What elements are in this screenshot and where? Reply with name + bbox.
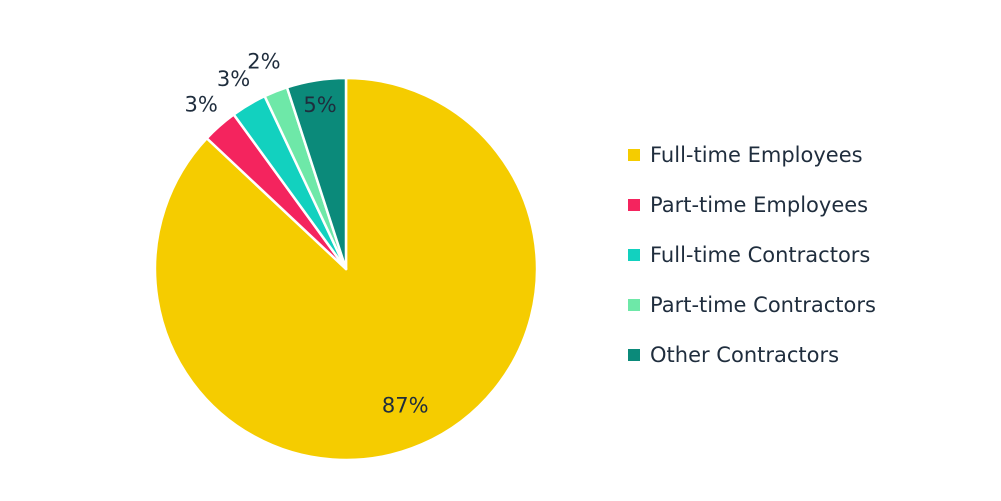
legend-item-part-time-employees: Part-time Employees (628, 193, 868, 217)
legend-label: Part-time Contractors (650, 293, 876, 317)
legend-label: Other Contractors (650, 343, 839, 367)
data-label-part-time-contractors: 2% (247, 50, 280, 74)
legend-item-full-time-employees: Full-time Employees (628, 143, 863, 167)
legend-label: Full-time Contractors (650, 243, 870, 267)
legend: Full-time Employees Part-time Employees Fu… (628, 143, 876, 367)
pie-data-labels: 87%3%3%2%5% (185, 50, 429, 418)
legend-swatch (628, 249, 640, 261)
legend-swatch (628, 349, 640, 361)
data-label-full-time-employees: 87% (382, 394, 429, 418)
legend-swatch (628, 299, 640, 311)
legend-item-full-time-contractors: Full-time Contractors (628, 243, 870, 267)
legend-item-part-time-contractors: Part-time Contractors (628, 293, 876, 317)
data-label-part-time-employees: 3% (185, 93, 218, 117)
legend-label: Part-time Employees (650, 193, 868, 217)
legend-item-other-contractors: Other Contractors (628, 343, 839, 367)
legend-swatch (628, 199, 640, 211)
pie-slice-other-contractors (285, 76, 348, 271)
data-label-other-contractors: 5% (303, 93, 336, 117)
legend-swatch (628, 149, 640, 161)
pie-slices (153, 76, 539, 462)
legend-label: Full-time Employees (650, 143, 863, 167)
data-label-full-time-contractors: 3% (217, 67, 250, 91)
